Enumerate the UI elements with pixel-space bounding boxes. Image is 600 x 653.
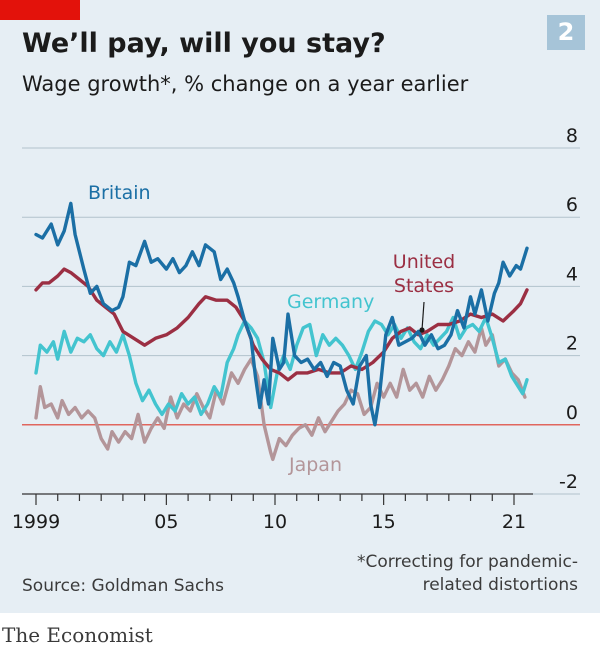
x-tick-label: 1999 <box>12 511 60 533</box>
germany-series-line <box>34 315 529 417</box>
y-tick-label: 4 <box>566 263 578 285</box>
wage-growth-chart: -2 0 2 4 6 8 1999 05 10 15 21 Britain UnitedStates… <box>12 125 580 533</box>
x-tick-label: 05 <box>154 511 178 533</box>
united-states-label: States <box>394 275 454 297</box>
y-tick-label: 2 <box>566 333 578 355</box>
source-note: Source: Goldman Sachs <box>22 576 224 596</box>
brand-red-tag <box>0 0 80 20</box>
japan-series-line <box>34 326 527 462</box>
britain-label: Britain <box>88 182 151 204</box>
chart-panel <box>0 0 600 613</box>
y-tick-label: -2 <box>559 471 578 493</box>
economist-logo-text: The Economist <box>2 623 153 647</box>
y-tick-label: 8 <box>566 125 578 147</box>
germany-label: Germany <box>287 291 374 313</box>
y-tick-label: 0 <box>566 402 578 424</box>
united-states-leader-line <box>421 301 425 331</box>
y-tick-labels: -2 0 2 4 6 8 <box>559 125 578 493</box>
series-lines <box>34 201 529 462</box>
united-states-leader-dot <box>419 327 425 333</box>
x-tick-label: 10 <box>263 511 287 533</box>
x-tick-label: 21 <box>502 511 526 533</box>
britain-series-line <box>34 201 529 427</box>
y-tick-label: 6 <box>566 194 578 216</box>
footnote-line-2: related distortions <box>422 575 578 595</box>
chart-number-badge: 2 <box>547 15 585 50</box>
x-axis <box>22 493 533 505</box>
footnote: *Correcting for pandemic- related distor… <box>357 551 578 597</box>
footnote-line-1: *Correcting for pandemic- <box>356 552 578 572</box>
x-tick-labels: 1999 05 10 15 21 <box>12 511 526 533</box>
japan-label: Japan <box>288 454 342 476</box>
x-tick-label: 15 <box>372 511 396 533</box>
chart-title: We’ll pay, will you stay? <box>22 28 386 59</box>
chart-subtitle: Wage growth*, % change on a year earlier <box>22 72 469 96</box>
united-states-label: United <box>393 251 455 273</box>
